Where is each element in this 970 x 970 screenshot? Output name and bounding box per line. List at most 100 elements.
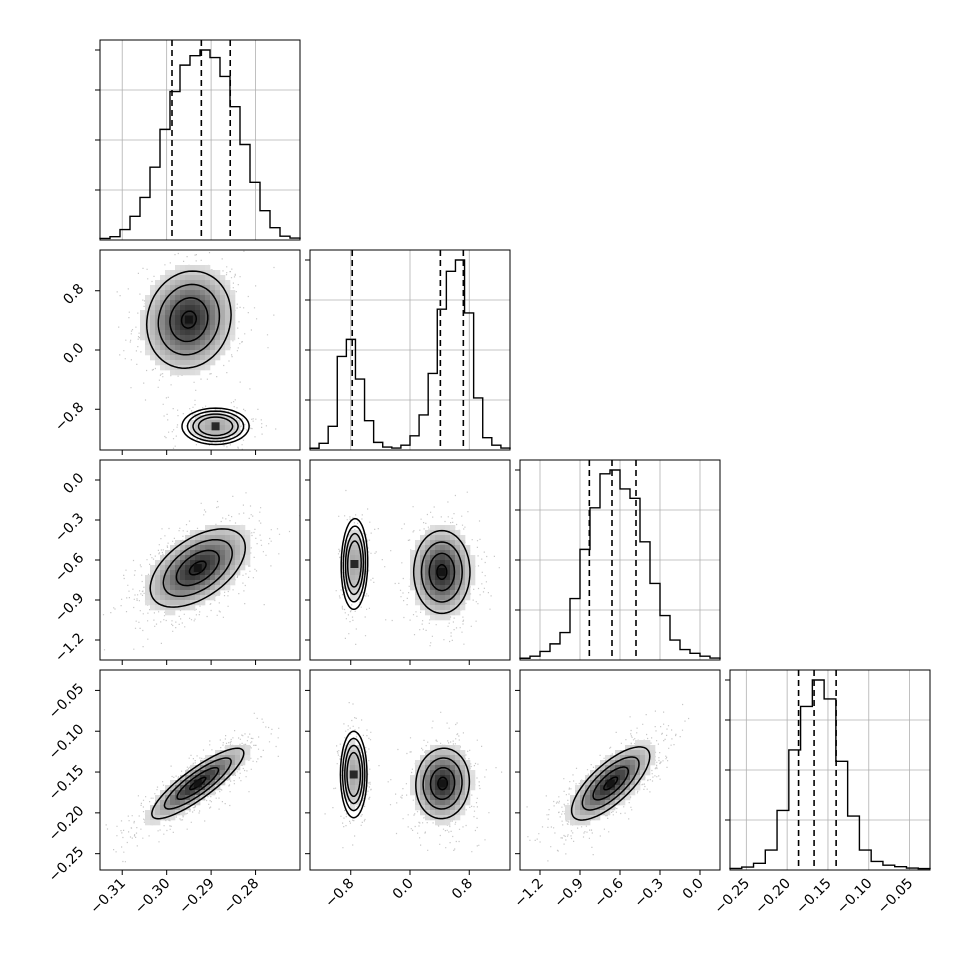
density-cell — [190, 270, 196, 276]
density-cell — [435, 785, 441, 791]
density-cell — [425, 545, 431, 551]
density-cell — [650, 750, 656, 756]
density-cell — [645, 770, 651, 776]
density-cell — [190, 580, 196, 586]
density-cell — [460, 790, 466, 796]
density-cell — [450, 610, 456, 616]
density-cell — [155, 310, 161, 316]
density-cell — [415, 805, 421, 811]
density-cell — [165, 575, 171, 581]
density-cell — [455, 805, 461, 811]
density-cell — [170, 305, 176, 311]
y-tick-label: −0.9 — [52, 590, 87, 625]
x-tick-label: −0.8 — [322, 876, 357, 911]
density-cell — [600, 795, 606, 801]
density-cell — [630, 765, 636, 771]
density-cell — [220, 545, 226, 551]
density-cell — [615, 765, 621, 771]
panel-frame — [729, 669, 931, 871]
density-cell — [440, 810, 446, 816]
density-cell — [175, 265, 181, 271]
density-cell — [175, 595, 181, 601]
density-cell — [175, 600, 181, 606]
density-cell — [200, 350, 206, 356]
density-cell — [240, 745, 246, 751]
density-cell — [605, 775, 611, 781]
density-cell — [230, 300, 236, 306]
density-cell — [210, 430, 216, 436]
density-cell — [185, 355, 191, 361]
density-cell — [440, 790, 446, 796]
density-cell — [420, 605, 426, 611]
density-cell — [200, 415, 206, 421]
density-cell — [215, 285, 221, 291]
density-cell — [455, 780, 461, 786]
density-cell — [450, 775, 456, 781]
density-cell — [230, 315, 236, 321]
density-cell — [420, 550, 426, 556]
density-cell — [205, 340, 211, 346]
density-cell — [205, 360, 211, 366]
x-tick-label: 0.8 — [449, 876, 476, 903]
density-cell — [170, 350, 176, 356]
density-cell — [170, 310, 176, 316]
density-cell — [220, 310, 226, 316]
density-cell — [155, 305, 161, 311]
density-cell — [180, 790, 186, 796]
density-cell — [425, 580, 431, 586]
density-cell — [190, 290, 196, 296]
density-cell — [160, 600, 166, 606]
density-cell — [430, 590, 436, 596]
density-cell — [460, 600, 466, 606]
density-cell — [145, 590, 151, 596]
density-cell — [465, 800, 471, 806]
density-cell — [195, 770, 201, 776]
density-cell — [425, 570, 431, 576]
density-cell — [195, 555, 201, 561]
density-cell — [420, 765, 426, 771]
density-cell — [185, 545, 191, 551]
density-cell — [155, 570, 161, 576]
density-cell — [160, 360, 166, 366]
density-cell — [410, 570, 416, 576]
density-cell — [450, 780, 456, 786]
density-cell — [425, 775, 431, 781]
density-cell — [195, 305, 201, 311]
density-cell — [430, 750, 436, 756]
density-cell — [170, 810, 176, 816]
density-cell — [575, 815, 581, 821]
density-cell — [200, 420, 206, 426]
density-cell — [155, 805, 161, 811]
density-cell — [190, 570, 196, 576]
density-cell — [585, 805, 591, 811]
density-cell — [225, 745, 231, 751]
density-cell — [625, 780, 631, 786]
density-cell — [155, 345, 161, 351]
density-cell — [165, 610, 171, 616]
density-cell — [410, 775, 416, 781]
density-cell — [200, 295, 206, 301]
density-cell — [610, 770, 616, 776]
density-cell — [585, 820, 591, 826]
density-cell — [415, 780, 421, 786]
density-peak — [350, 560, 359, 568]
density-cell — [210, 545, 216, 551]
density-cell — [345, 550, 351, 556]
density-cell — [165, 320, 171, 326]
density-cell — [460, 805, 466, 811]
panel-frame — [519, 459, 721, 661]
density-cell — [235, 570, 241, 576]
density-cell — [175, 790, 181, 796]
density-cell — [150, 820, 156, 826]
density-cell — [450, 750, 456, 756]
density-cell — [450, 585, 456, 591]
density-cell — [200, 565, 206, 571]
density-cell — [185, 550, 191, 556]
density-cell — [430, 610, 436, 616]
density-cell — [180, 280, 186, 286]
density-cell — [170, 545, 176, 551]
contour-line — [341, 737, 366, 812]
contour-line — [157, 283, 221, 356]
density-cell — [185, 565, 191, 571]
density-cell — [460, 550, 466, 556]
